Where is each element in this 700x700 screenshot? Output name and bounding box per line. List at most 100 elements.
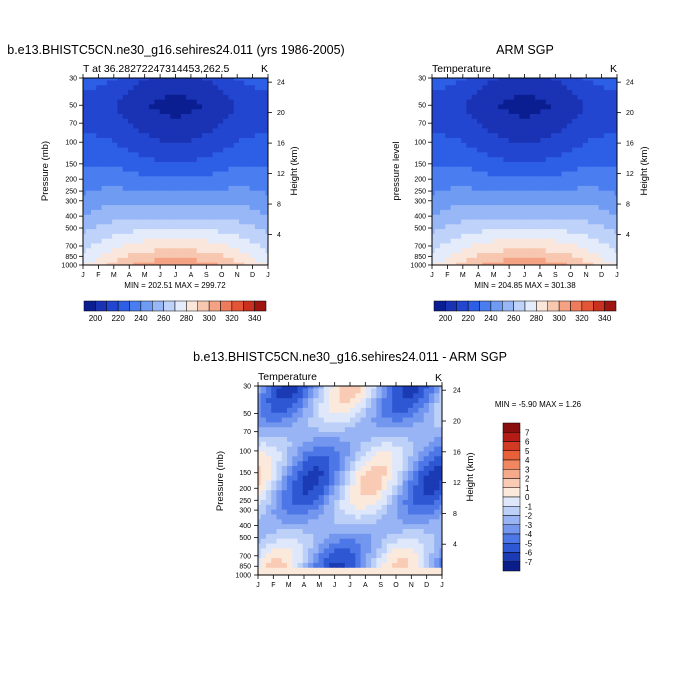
contour-cell (202, 138, 209, 144)
contour-cell (244, 243, 251, 250)
contour-cell (535, 123, 542, 130)
contour-cell (191, 147, 198, 154)
contour-cell (423, 386, 430, 390)
contour-cell (202, 209, 209, 216)
contour-cell (588, 80, 595, 87)
contour-cell (392, 456, 399, 463)
contour-cell (260, 403, 267, 409)
contour-cell (477, 128, 484, 135)
contour-cell (492, 118, 499, 125)
contour-cell (297, 388, 304, 395)
contour-cell (117, 262, 124, 265)
contour-cell (588, 78, 595, 82)
contour-cell (577, 238, 584, 245)
contour-cell (466, 257, 473, 264)
contour-cell (292, 386, 299, 390)
contour-cell (297, 504, 304, 511)
contour-cell (186, 195, 193, 202)
contour-cell (96, 248, 103, 254)
contour-cell (217, 190, 224, 197)
contour-cell (101, 109, 108, 115)
contour-cell (149, 248, 156, 254)
colorbar-swatch (604, 300, 617, 312)
contour-cell (556, 253, 563, 259)
contour-cell (159, 94, 166, 101)
contour-cell (440, 104, 447, 111)
contour-cell (577, 229, 584, 235)
contour-cell (503, 200, 510, 206)
contour-cell (402, 567, 409, 574)
contour-cell (392, 509, 399, 516)
contour-cell (91, 152, 98, 159)
contour-cell (233, 233, 240, 240)
contour-cell (360, 514, 367, 521)
contour-cell (461, 233, 468, 240)
contour-cell (260, 233, 267, 240)
contour-cell (344, 403, 351, 409)
colorbar-label: 2 (525, 475, 530, 484)
colorbar-swatch (502, 561, 521, 572)
contour-cell (258, 499, 262, 506)
contour-cell (439, 386, 442, 390)
contour-cell (265, 190, 268, 197)
contour-cell (339, 485, 346, 492)
contour-cell (96, 142, 103, 149)
contour-cell (228, 253, 235, 259)
contour-cell (180, 80, 187, 87)
contour-cell (434, 85, 441, 91)
contour-cell (598, 147, 605, 154)
contour-cell (233, 123, 240, 130)
contour-cell (254, 238, 261, 245)
contour-cell (397, 446, 404, 453)
contour-cell (254, 161, 261, 168)
contour-cell (233, 78, 240, 82)
contour-cell (445, 253, 452, 259)
contour-cell (471, 90, 478, 96)
contour-cell (292, 441, 299, 448)
contour-cell (360, 427, 367, 433)
contour-cell (545, 123, 552, 130)
contour-cell (434, 451, 441, 458)
contour-cell (260, 248, 267, 254)
contour-cell (397, 441, 404, 448)
contour-cell (603, 147, 610, 154)
contour-cell (413, 480, 420, 487)
contour-cell (143, 99, 150, 106)
contour-cell (524, 190, 531, 197)
contour-cell (260, 422, 267, 429)
contour-cell (85, 78, 92, 82)
contour-cell (244, 219, 251, 226)
contour-cell (302, 386, 309, 390)
contour-cell (413, 504, 420, 511)
contour-cell (432, 80, 436, 87)
colorbar-label: 240 (134, 314, 148, 323)
contour-cell (498, 161, 505, 168)
contour-cell (308, 412, 315, 419)
contour-cell (101, 166, 108, 173)
contour-cell (292, 451, 299, 458)
contour-cell (244, 114, 251, 120)
contour-cell (572, 229, 579, 235)
contour-cell (524, 90, 531, 96)
contour-cell (228, 114, 235, 120)
contour-cell (614, 94, 617, 101)
contour-cell (614, 181, 617, 187)
contour-cell (386, 529, 393, 535)
contour-cell (292, 403, 299, 409)
contour-cell (588, 133, 595, 139)
contour-cell (561, 80, 568, 87)
contour-cell (434, 142, 441, 149)
contour-cell (239, 205, 246, 211)
colorbar-swatch (163, 300, 176, 312)
contour-cell (106, 133, 113, 139)
contour-cell (149, 224, 156, 230)
contour-cell (313, 519, 320, 526)
contour-cell (535, 104, 542, 111)
contour-cell (407, 441, 415, 448)
contour-cell (365, 562, 372, 569)
contour-cell (397, 524, 404, 530)
contour-cell (323, 485, 330, 492)
contour-cell (397, 403, 404, 409)
contour-cell (101, 99, 108, 106)
contour-cell (588, 109, 595, 115)
